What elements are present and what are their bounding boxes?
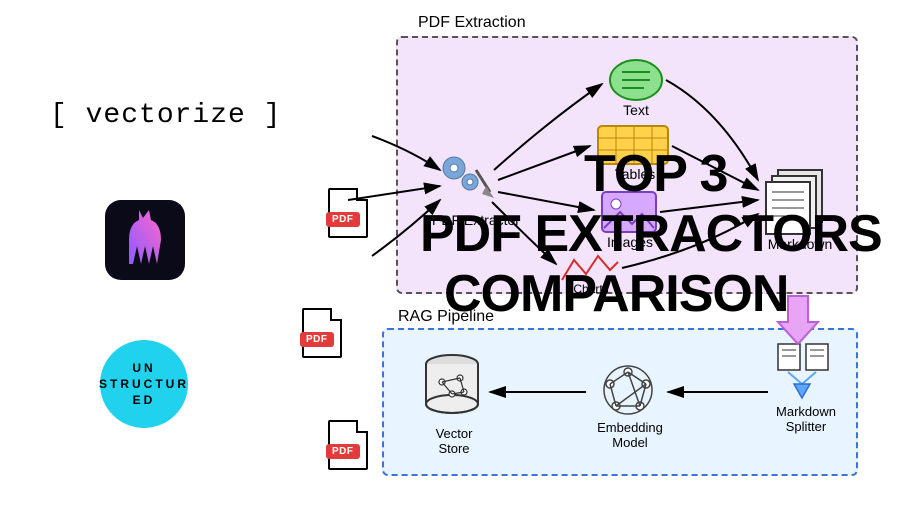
brand-llama-icon bbox=[105, 200, 185, 280]
overlay-line-3: COMPARISON bbox=[444, 270, 788, 319]
vector-store-label: Vector Store bbox=[424, 426, 484, 456]
embedding-model-icon bbox=[592, 362, 664, 420]
vector-store-icon bbox=[420, 352, 484, 424]
embedding-model-label: Embedding Model bbox=[590, 420, 670, 450]
overlay-line-1: TOP 3 bbox=[584, 150, 727, 199]
section-title-extraction: PDF Extraction bbox=[418, 14, 526, 32]
text-node-label: Text bbox=[614, 102, 658, 118]
pdf-file-icon: PDF bbox=[328, 188, 372, 242]
brand-unstructured-icon: UNSTRUCTURED bbox=[100, 340, 188, 428]
overlay-line-2: PDF EXTRACTORS bbox=[420, 210, 882, 259]
text-node-icon bbox=[608, 58, 664, 102]
markdown-splitter-icon bbox=[772, 340, 836, 404]
pdf-extractor-icon bbox=[436, 150, 496, 210]
pdf-file-icon: PDF bbox=[328, 420, 372, 474]
brand-vectorize: [ vectorize ] bbox=[50, 100, 281, 131]
brand-unstructured-text: UNSTRUCTURED bbox=[99, 360, 189, 409]
markdown-splitter-label: Markdown Splitter bbox=[764, 404, 848, 434]
pdf-file-icon: PDF bbox=[302, 308, 346, 362]
